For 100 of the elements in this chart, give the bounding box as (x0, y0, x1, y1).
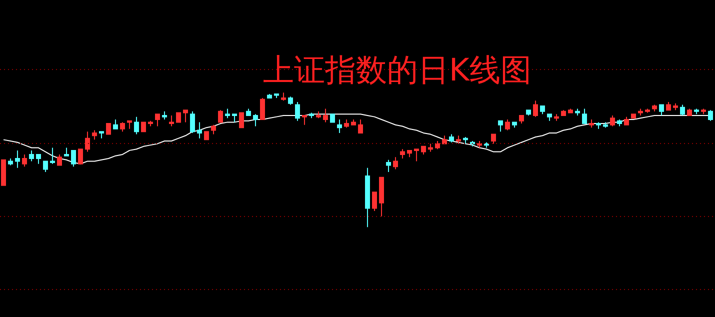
candlestick (568, 108, 573, 114)
candlestick (43, 160, 48, 172)
candlestick (554, 114, 559, 122)
candlestick (407, 150, 412, 158)
candlestick (155, 114, 160, 127)
candlestick (253, 114, 258, 127)
candlestick (575, 108, 580, 116)
candlestick (267, 93, 272, 98)
candlestick (393, 156, 398, 170)
candlestick (477, 140, 482, 148)
candlestick (400, 148, 405, 160)
candlestick (687, 108, 692, 116)
candlestick (449, 134, 454, 143)
candlestick (225, 108, 230, 119)
candlestick (85, 131, 90, 152)
candlestick (484, 142, 489, 148)
candlestick (344, 119, 349, 128)
candlestick (533, 100, 538, 118)
candlestick (239, 112, 244, 128)
candlestick (141, 122, 146, 132)
candlestick (414, 148, 419, 162)
candlestick (540, 106, 545, 115)
candlestick (421, 146, 426, 155)
candlestick (204, 131, 209, 140)
candlestick (498, 120, 503, 132)
candlestick (491, 134, 496, 144)
candlestick (379, 176, 384, 217)
candlestick (701, 108, 706, 115)
candlestick (15, 150, 20, 168)
candlestick (302, 114, 307, 126)
candlestick (323, 108, 328, 123)
candlestick (673, 102, 678, 111)
candlestick (456, 135, 461, 144)
candlestick (232, 114, 237, 123)
candlestick (463, 136, 468, 144)
candlestick (561, 110, 566, 116)
candlestick (428, 143, 433, 152)
candlestick (57, 154, 62, 166)
candlestick (470, 140, 475, 147)
candlestick (589, 119, 594, 128)
candlestick (617, 119, 622, 127)
candlestick (351, 119, 356, 126)
candlestick (99, 131, 104, 139)
candlestick (106, 123, 111, 135)
candlestick (680, 104, 685, 116)
candlestick (659, 104, 664, 116)
candlestick (274, 93, 279, 98)
candlestick (120, 122, 125, 132)
candlestick (666, 102, 671, 111)
candlestick (22, 154, 27, 168)
candlestick (218, 110, 223, 123)
candlestick (190, 110, 195, 134)
candlestick (435, 140, 440, 150)
candlestick (92, 130, 97, 140)
candlestick (64, 147, 69, 156)
candlestick (645, 108, 650, 114)
candlestick (624, 116, 629, 126)
candlestick (281, 92, 286, 102)
candlestick (512, 122, 517, 128)
candlestick (71, 150, 76, 168)
candlestick (358, 119, 363, 134)
candlestick (211, 124, 216, 135)
candlestick (176, 112, 181, 123)
candlestick (183, 110, 188, 123)
candlestick (113, 119, 118, 130)
candlestick (29, 150, 34, 162)
candlestick (316, 110, 321, 119)
candlestick (148, 120, 153, 127)
candlestick (78, 148, 83, 164)
candlestick (8, 158, 13, 166)
candlestick (610, 114, 615, 127)
candlestick (134, 116, 139, 135)
candlestick (519, 114, 524, 124)
candlestick (603, 122, 608, 128)
candlestick (442, 135, 447, 144)
candlestick (386, 159, 391, 172)
candlestick (295, 102, 300, 122)
candlestick (288, 96, 293, 106)
candlestick (162, 110, 167, 120)
candlestick (582, 108, 587, 124)
candlestick (36, 154, 41, 164)
candlestick (330, 114, 335, 123)
candlestick (694, 108, 699, 115)
candlestick (526, 110, 531, 116)
candlestick (1, 159, 6, 186)
candlestick (169, 114, 174, 127)
candlestick (50, 147, 55, 164)
candlestick (505, 119, 510, 131)
candlestick (652, 104, 657, 112)
candlestick (365, 167, 370, 228)
candlestick (708, 110, 713, 122)
candlestick (309, 112, 314, 119)
candlestick (246, 108, 251, 116)
candlestick (337, 119, 342, 134)
candlestick (260, 97, 265, 120)
candlestick (638, 108, 643, 116)
candlestick (372, 192, 377, 212)
chart-title: 上证指数的日K线图 (263, 52, 532, 88)
candlestick (197, 122, 202, 139)
candlestick (596, 122, 601, 130)
